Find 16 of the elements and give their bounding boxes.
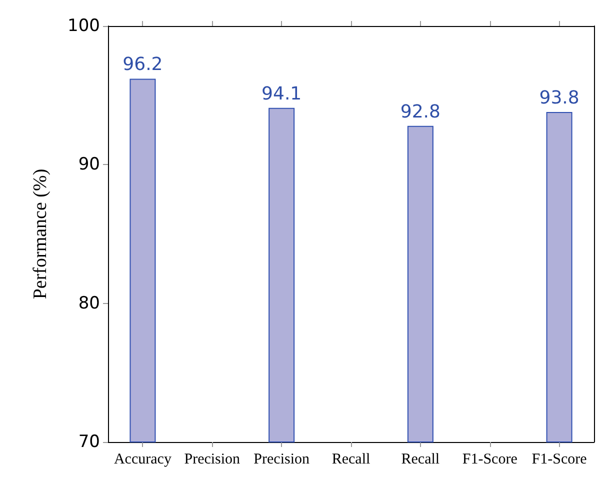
x-tick-label: Precision bbox=[254, 452, 310, 468]
data-label: 94.1 bbox=[262, 83, 302, 104]
data-label: 92.8 bbox=[400, 101, 440, 122]
y-axis-title: Performance (%) bbox=[30, 168, 51, 300]
x-tick-label: F1-Score bbox=[532, 452, 588, 468]
x-tick-label: Recall bbox=[332, 452, 370, 468]
y-tick-label: 90 bbox=[78, 154, 100, 175]
x-tick-label: F1-Score bbox=[462, 452, 518, 468]
x-tick-label: Accuracy bbox=[114, 452, 172, 468]
x-tick-label: Precision bbox=[184, 452, 241, 468]
y-tick-label: 70 bbox=[78, 432, 100, 452]
y-tick-label: 100 bbox=[68, 16, 100, 36]
data-label: 96.2 bbox=[122, 54, 163, 76]
data-label: 93.8 bbox=[539, 87, 580, 108]
y-tick-label: 80 bbox=[78, 293, 100, 314]
x-tick-label: Recall bbox=[401, 452, 440, 468]
